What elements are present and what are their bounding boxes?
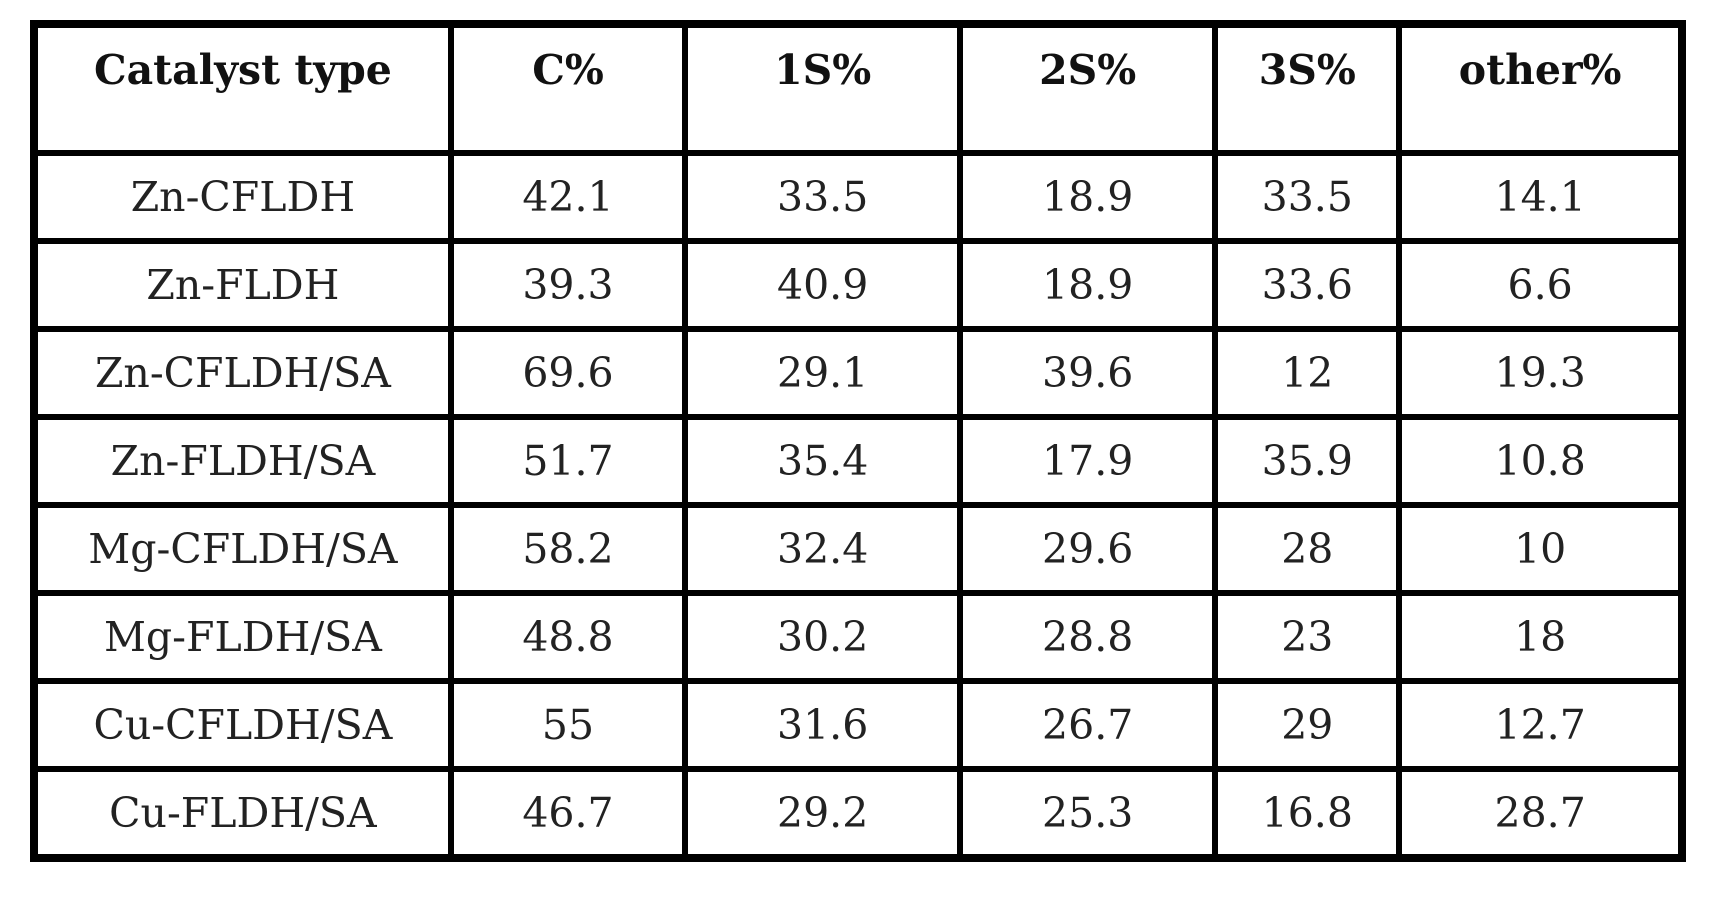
value-cell: 55: [450, 681, 686, 769]
table-row: Cu-CFLDH/SA 55 31.6 26.7 29 12.7: [35, 681, 1681, 769]
value-cell: 18.9: [960, 153, 1216, 241]
value-cell: 33.6: [1215, 241, 1400, 329]
value-cell: 39.3: [450, 241, 686, 329]
table-row: Mg-CFLDH/SA 58.2 32.4 29.6 28 10: [35, 505, 1681, 593]
column-header: 3S%: [1215, 25, 1400, 153]
table-row: Zn-FLDH/SA 51.7 35.4 17.9 35.9 10.8: [35, 417, 1681, 505]
value-cell: 29.2: [685, 769, 961, 857]
value-cell: 51.7: [450, 417, 686, 505]
catalyst-name-cell: Zn-CFLDH: [35, 153, 451, 241]
value-cell: 10.8: [1399, 417, 1681, 505]
catalyst-name-cell: Cu-CFLDH/SA: [35, 681, 451, 769]
value-cell: 25.3: [960, 769, 1216, 857]
catalyst-name-cell: Mg-CFLDH/SA: [35, 505, 451, 593]
value-cell: 29.1: [685, 329, 961, 417]
value-cell: 46.7: [450, 769, 686, 857]
value-cell: 31.6: [685, 681, 961, 769]
catalyst-name-cell: Zn-CFLDH/SA: [35, 329, 451, 417]
value-cell: 6.6: [1399, 241, 1681, 329]
table-row: Zn-CFLDH/SA 69.6 29.1 39.6 12 19.3: [35, 329, 1681, 417]
value-cell: 23: [1215, 593, 1400, 681]
value-cell: 39.6: [960, 329, 1216, 417]
value-cell: 26.7: [960, 681, 1216, 769]
value-cell: 14.1: [1399, 153, 1681, 241]
value-cell: 58.2: [450, 505, 686, 593]
table-row: Zn-FLDH 39.3 40.9 18.9 33.6 6.6: [35, 241, 1681, 329]
table-row: Cu-FLDH/SA 46.7 29.2 25.3 16.8 28.7: [35, 769, 1681, 857]
value-cell: 12: [1215, 329, 1400, 417]
table-row: Zn-CFLDH 42.1 33.5 18.9 33.5 14.1: [35, 153, 1681, 241]
value-cell: 28.8: [960, 593, 1216, 681]
value-cell: 48.8: [450, 593, 686, 681]
catalyst-name-cell: Mg-FLDH/SA: [35, 593, 451, 681]
value-cell: 29: [1215, 681, 1400, 769]
catalyst-name-cell: Zn-FLDH/SA: [35, 417, 451, 505]
column-header: other%: [1399, 25, 1681, 153]
value-cell: 69.6: [450, 329, 686, 417]
value-cell: 17.9: [960, 417, 1216, 505]
column-header: 2S%: [960, 25, 1216, 153]
value-cell: 18.9: [960, 241, 1216, 329]
catalyst-name-cell: Cu-FLDH/SA: [35, 769, 451, 857]
value-cell: 35.9: [1215, 417, 1400, 505]
column-header: 1S%: [685, 25, 961, 153]
value-cell: 19.3: [1399, 329, 1681, 417]
value-cell: 28: [1215, 505, 1400, 593]
value-cell: 30.2: [685, 593, 961, 681]
catalyst-name-cell: Zn-FLDH: [35, 241, 451, 329]
value-cell: 12.7: [1399, 681, 1681, 769]
value-cell: 35.4: [685, 417, 961, 505]
value-cell: 18: [1399, 593, 1681, 681]
value-cell: 42.1: [450, 153, 686, 241]
header-row: Catalyst type C% 1S% 2S% 3S% other%: [35, 25, 1681, 153]
table-row: Mg-FLDH/SA 48.8 30.2 28.8 23 18: [35, 593, 1681, 681]
value-cell: 40.9: [685, 241, 961, 329]
value-cell: 33.5: [1215, 153, 1400, 241]
catalyst-table: Catalyst type C% 1S% 2S% 3S% other% Zn-CFLDH 4…: [30, 20, 1686, 862]
value-cell: 10: [1399, 505, 1681, 593]
value-cell: 28.7: [1399, 769, 1681, 857]
value-cell: 33.5: [685, 153, 961, 241]
column-header: Catalyst type: [35, 25, 451, 153]
value-cell: 29.6: [960, 505, 1216, 593]
value-cell: 32.4: [685, 505, 961, 593]
value-cell: 16.8: [1215, 769, 1400, 857]
column-header: C%: [450, 25, 686, 153]
